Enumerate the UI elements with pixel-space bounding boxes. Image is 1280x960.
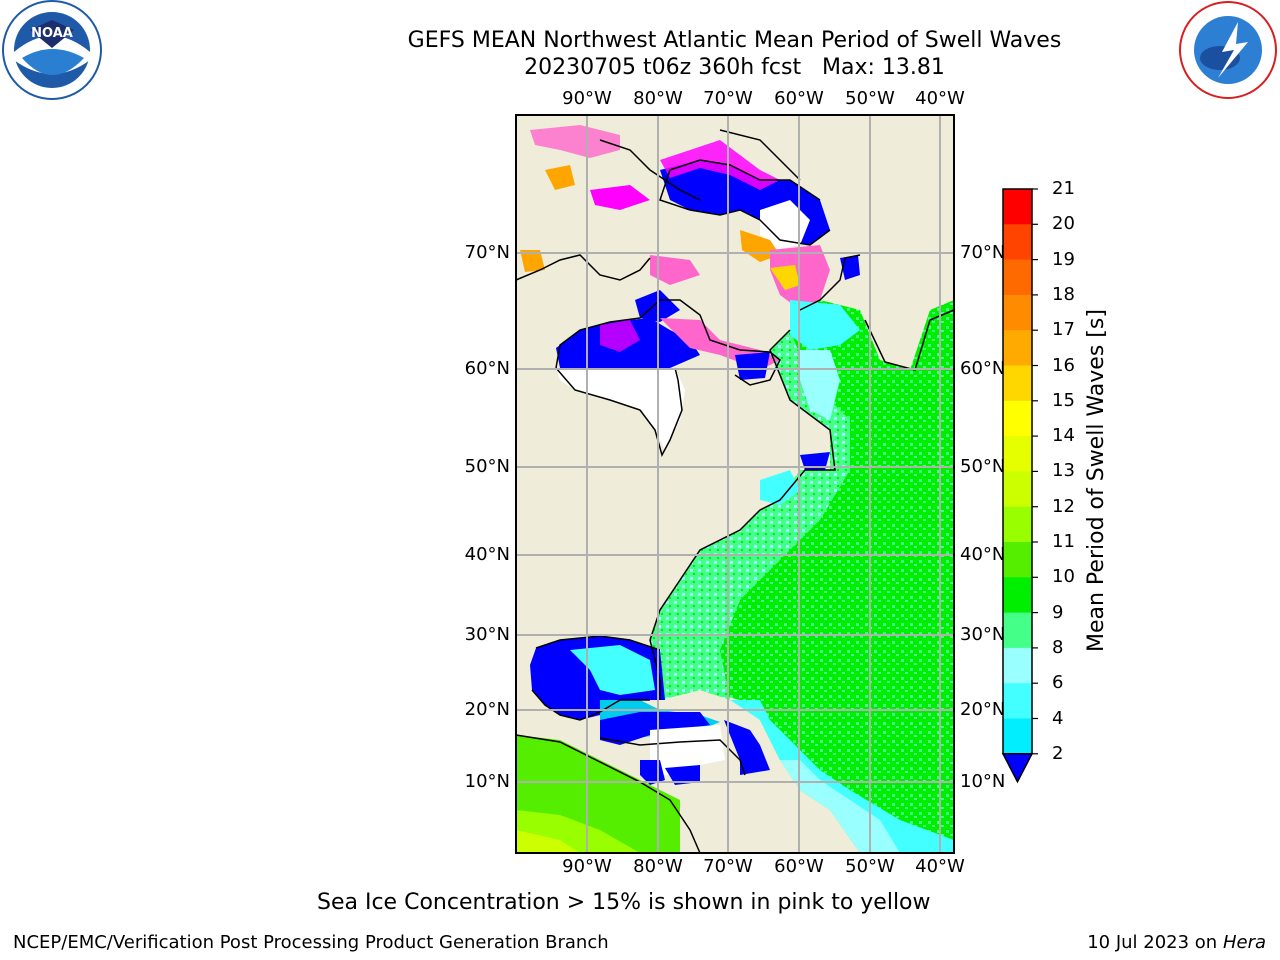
footer-host: Hera: [1222, 932, 1266, 953]
colorbar-segment: [1003, 577, 1032, 614]
colorbar-tick-label: 13: [1052, 460, 1075, 482]
lon-label-top: 40°W: [915, 88, 965, 109]
colorbar-segment: [1003, 683, 1032, 719]
colorbar-segment: [1003, 330, 1032, 366]
map-title: GEFS MEAN Northwest Atlantic Mean Period…: [407, 28, 1062, 53]
colorbar-segment: [1003, 471, 1032, 508]
colorbar-segment: [1003, 718, 1032, 755]
colorbar-label: Mean Period of Swell Waves [s]: [1084, 309, 1109, 652]
lat-label-left: 60°N: [464, 358, 510, 379]
colorbar-tick-label: 15: [1052, 389, 1075, 411]
colorbar-segment: [1003, 542, 1032, 578]
colorbar-tick-label: 9: [1052, 601, 1064, 623]
lon-label-top: 90°W: [562, 88, 612, 109]
map-plot: [516, 115, 954, 853]
lat-label-right: 60°N: [960, 358, 1006, 379]
lat-label-left: 20°N: [464, 699, 510, 720]
map-subtitle: 20230705 t06z 360h fcst Max: 13.81: [524, 55, 945, 80]
colorbar-segment: [1003, 506, 1032, 543]
colorbar-tick-label: 11: [1052, 531, 1075, 552]
colorbar-segment: [1003, 400, 1032, 437]
graticule: [516, 115, 954, 853]
colorbar-extension: [1001, 753, 1034, 784]
lon-label-bottom: 90°W: [562, 856, 612, 877]
lon-label-top: 80°W: [633, 88, 683, 109]
ice-caption: Sea Ice Concentration > 15% is shown in …: [317, 890, 931, 915]
colorbar-tick-label: 20: [1052, 213, 1075, 235]
footer-timestamp: 10 Jul 2023 on Hera: [1087, 932, 1266, 953]
lat-label-right: 20°N: [960, 699, 1006, 720]
map-frame: [515, 114, 955, 854]
colorbar-segment: [1003, 224, 1032, 261]
colorbar-segment: [1003, 365, 1032, 402]
lat-label-left: 40°N: [464, 544, 510, 565]
colorbar-tick-label: 10: [1052, 566, 1075, 588]
lon-label-bottom: 80°W: [633, 856, 683, 877]
colorbar-segment: [1003, 436, 1032, 472]
lat-label-right: 10°N: [960, 771, 1006, 792]
lat-label-right: 30°N: [960, 624, 1006, 645]
nws-logo-icon: [1179, 1, 1277, 99]
lat-label-left: 50°N: [464, 456, 510, 477]
colorbar-segment: [1003, 612, 1032, 649]
colorbar-tick-label: 6: [1052, 672, 1064, 694]
lon-label-top: 60°W: [774, 88, 824, 109]
lat-label-right: 40°N: [960, 544, 1006, 565]
colorbar-segment: [1003, 189, 1032, 225]
colorbar-tick-label: 17: [1052, 319, 1075, 341]
colorbar-segment: [1003, 294, 1032, 331]
lon-label-bottom: 60°W: [774, 856, 824, 877]
colorbar: [1001, 188, 1038, 784]
lon-label-bottom: 70°W: [703, 856, 753, 877]
lon-label-top: 50°W: [845, 88, 895, 109]
colorbar-segment: [1003, 647, 1032, 684]
colorbar-tick-label: 21: [1052, 178, 1075, 199]
footer-credit: NCEP/EMC/Verification Post Processing Pr…: [13, 932, 609, 953]
svg-text:NOAA: NOAA: [31, 26, 73, 41]
colorbar-segment: [1003, 259, 1032, 296]
lat-label-right: 70°N: [960, 242, 1006, 263]
noaa-logo-icon: NOAA: [2, 0, 102, 100]
gulf-st-lawrence-field: [760, 470, 800, 505]
lon-label-top: 70°W: [703, 88, 753, 109]
lat-label-right: 50°N: [960, 456, 1006, 477]
footer-date: 10 Jul 2023 on: [1087, 932, 1223, 953]
lat-label-left: 70°N: [464, 242, 510, 263]
colorbar-tick-label: 4: [1052, 707, 1064, 729]
atlantic-ocean-field: [650, 300, 954, 853]
lon-label-bottom: 40°W: [915, 856, 965, 877]
colorbar-tick-label: 14: [1052, 425, 1075, 447]
colorbar-tick-label: 12: [1052, 495, 1075, 517]
lon-label-bottom: 50°W: [845, 856, 895, 877]
lat-label-left: 30°N: [464, 624, 510, 645]
colorbar-tick-label: 8: [1052, 636, 1064, 658]
colorbar-tick-label: 16: [1052, 354, 1075, 376]
caribbean-field: [730, 700, 954, 853]
colorbar-tick-label: 19: [1052, 248, 1075, 270]
lat-label-left: 10°N: [464, 771, 510, 792]
colorbar-tick-label: 2: [1052, 742, 1064, 764]
colorbar-tick-label: 18: [1052, 283, 1075, 305]
